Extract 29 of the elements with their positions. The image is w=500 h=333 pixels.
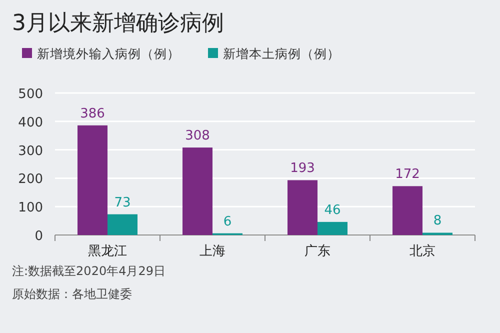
bar — [318, 222, 348, 235]
y-tick-label: 100 — [18, 200, 43, 216]
chart-title: 3月以来新增确诊病例 — [12, 11, 224, 36]
data-label: 308 — [185, 128, 210, 144]
bar — [182, 148, 212, 235]
data-label: 6 — [223, 214, 232, 230]
legend-label: 新增境外输入病例（例） — [37, 46, 180, 61]
y-tick-label: 0 — [34, 229, 43, 244]
y-tick-label: 400 — [18, 115, 43, 130]
bar — [392, 186, 422, 235]
y-tick-label: 500 — [18, 87, 43, 102]
data-label: 386 — [80, 106, 105, 122]
x-tick-label: 广东 — [304, 244, 330, 259]
x-tick-label: 上海 — [200, 244, 226, 259]
text: 原始数据：各地卫健委 — [12, 287, 132, 301]
data-label: 8 — [433, 214, 442, 229]
x-tick-label: 北京 — [410, 244, 436, 259]
bar — [108, 214, 138, 235]
data-label: 193 — [290, 161, 315, 176]
bar — [78, 125, 108, 235]
text: 注:数据截至2020年4月29日 — [12, 264, 166, 278]
data-label: 46 — [324, 202, 341, 218]
x-tick-label: 黑龙江 — [88, 244, 127, 259]
y-tick-label: 300 — [18, 144, 43, 159]
data-label: 73 — [114, 195, 131, 210]
y-tick-label: 200 — [18, 172, 43, 188]
bar — [288, 180, 318, 235]
data-label: 172 — [395, 167, 420, 182]
legend-label: 新增本土病例（例） — [223, 46, 340, 61]
